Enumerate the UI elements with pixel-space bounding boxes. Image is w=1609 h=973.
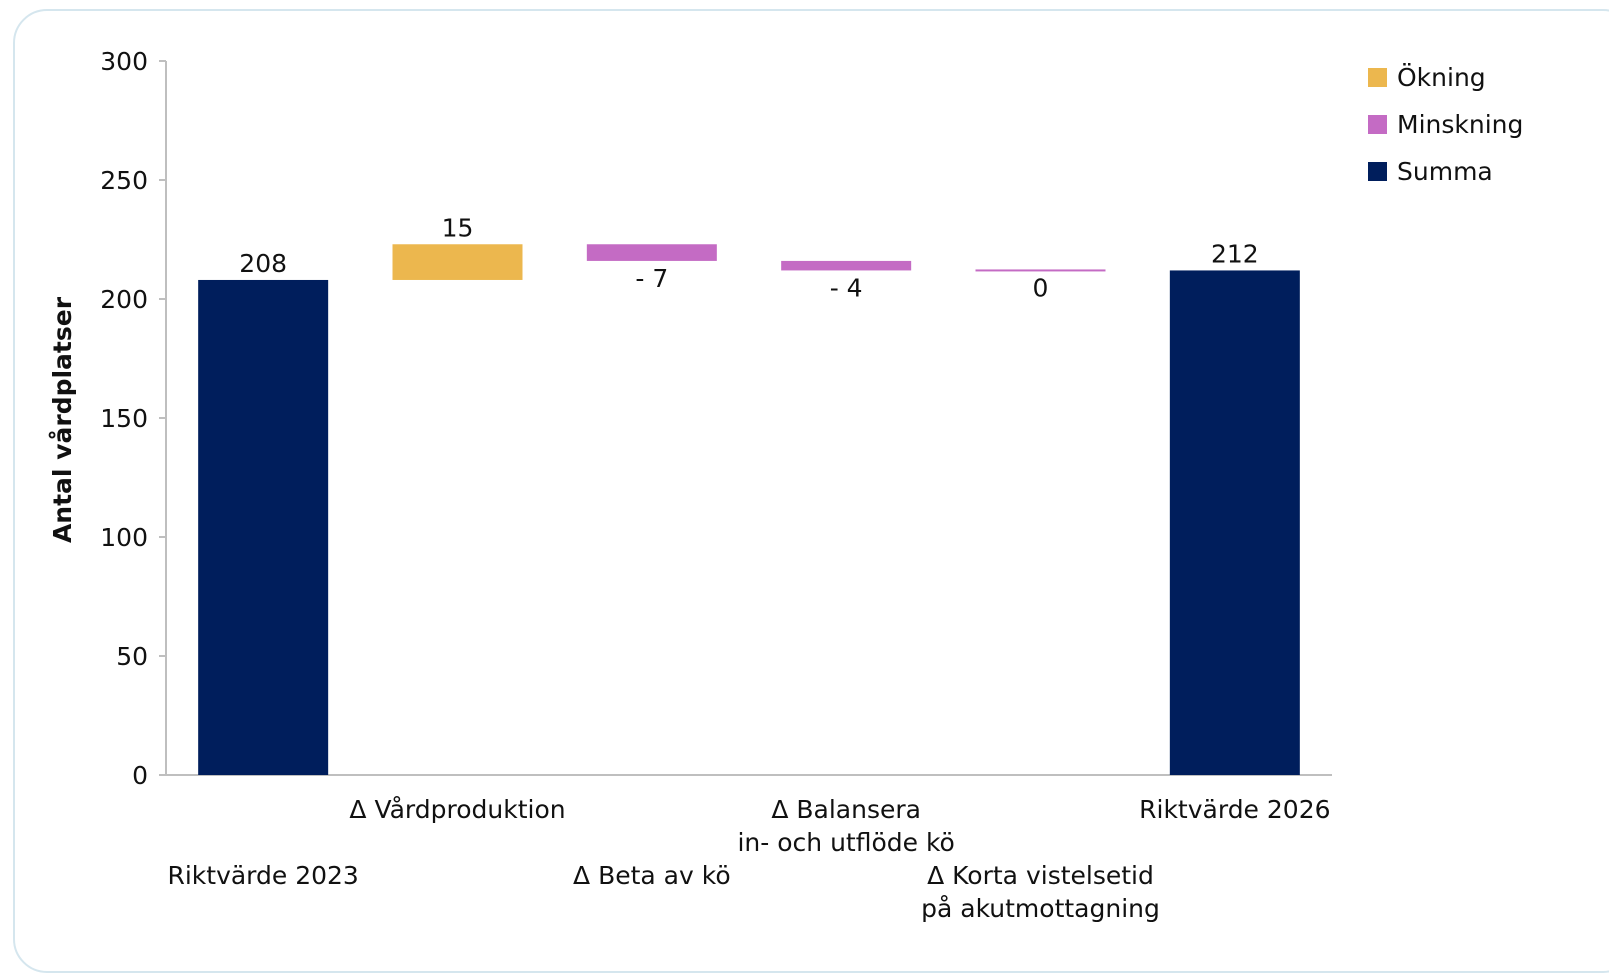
category-label: in- och utflöde kö bbox=[737, 828, 954, 857]
data-label-1: 208 bbox=[239, 249, 287, 278]
bar-4 bbox=[781, 260, 912, 271]
bar-1 bbox=[198, 279, 329, 775]
category-label: Δ Beta av kö bbox=[573, 861, 731, 890]
category-labels: Riktvärde 2023 Δ Vårdproduktion Δ Beta av … bbox=[167, 795, 1330, 923]
legend-swatch bbox=[1368, 162, 1387, 181]
data-label-5: 0 bbox=[1033, 273, 1049, 302]
data-label-6: 212 bbox=[1211, 239, 1259, 268]
bars bbox=[198, 244, 1300, 775]
y-tick-label: 200 bbox=[100, 285, 148, 314]
category-label: Riktvärde 2023 bbox=[167, 861, 358, 890]
bar-3 bbox=[586, 244, 717, 261]
data-label-2: 15 bbox=[442, 213, 474, 242]
category-label: Δ Balansera bbox=[771, 795, 921, 824]
y-tick-label: 100 bbox=[100, 523, 148, 552]
legend-swatch bbox=[1368, 68, 1387, 87]
bar-6 bbox=[1169, 270, 1300, 775]
category-label: Riktvärde 2026 bbox=[1139, 795, 1330, 824]
legend-swatch bbox=[1368, 115, 1387, 134]
legend-label: Ökning bbox=[1397, 63, 1486, 92]
data-labels: 208 15 - 7 - 4 0 212 bbox=[239, 213, 1258, 302]
y-tick-label: 0 bbox=[132, 761, 148, 790]
legend-label: Minskning bbox=[1397, 110, 1523, 139]
bar-5 bbox=[975, 269, 1106, 272]
data-label-4: - 4 bbox=[830, 273, 863, 302]
bar-2 bbox=[392, 244, 523, 280]
legend-label: Summa bbox=[1397, 157, 1493, 186]
y-tick-label: 300 bbox=[100, 47, 148, 76]
y-tick-label: 150 bbox=[100, 404, 148, 433]
category-label: Δ Vårdproduktion bbox=[349, 795, 565, 824]
y-axis-label: Antal vårdplatser bbox=[48, 296, 77, 543]
y-tick-label: 50 bbox=[116, 642, 148, 671]
category-label: Δ Korta vistelsetid bbox=[927, 861, 1154, 890]
legend: Ökning Minskning Summa bbox=[1368, 63, 1523, 186]
data-label-3: - 7 bbox=[635, 264, 668, 293]
category-label: på akutmottagning bbox=[921, 894, 1160, 923]
y-tick-label: 250 bbox=[100, 166, 148, 195]
